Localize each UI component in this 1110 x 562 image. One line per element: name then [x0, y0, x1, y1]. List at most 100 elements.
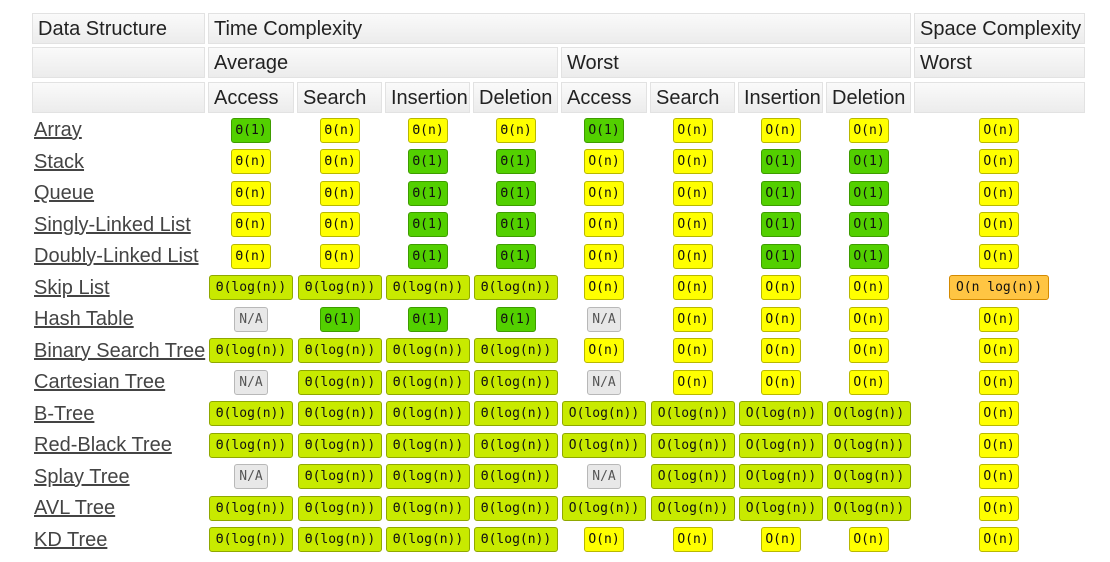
- header-worst: Worst: [561, 47, 911, 78]
- complexity-badge: Θ(log(n)): [474, 370, 558, 395]
- complexity-badge: O(n): [584, 212, 624, 237]
- structure-link-singly-linked-list[interactable]: Singly-Linked List: [34, 213, 191, 236]
- complexity-badge: O(n): [849, 275, 889, 300]
- complexity-badge: Θ(1): [408, 149, 448, 174]
- complexity-badge: Θ(log(n)): [209, 433, 293, 458]
- complexity-badge: Θ(log(n)): [298, 527, 382, 552]
- complexity-badge: Θ(1): [496, 244, 536, 269]
- structure-link-red-black-tree[interactable]: Red-Black Tree: [34, 434, 172, 456]
- complexity-badge: O(1): [849, 181, 889, 206]
- complexity-badge: O(n): [673, 244, 713, 269]
- header-blank-row2: [32, 47, 205, 78]
- complexity-badge: Θ(n): [320, 118, 360, 143]
- complexity-badge: Θ(log(n)): [386, 433, 470, 458]
- complexity-badge: N/A: [587, 464, 621, 489]
- complexity-badge: Θ(log(n)): [386, 338, 470, 363]
- structure-link-b-tree[interactable]: B-Tree: [34, 402, 95, 425]
- complexity-badge: Θ(n): [320, 181, 360, 206]
- structure-link-avl-tree[interactable]: AVL Tree: [34, 497, 116, 519]
- complexity-badge: O(n): [849, 527, 889, 552]
- complexity-badge: Θ(log(n)): [209, 527, 293, 552]
- complexity-badge: Θ(n): [320, 149, 360, 174]
- complexity-badge: O(n): [979, 244, 1019, 269]
- complexity-badge: O(log(n)): [827, 496, 911, 521]
- complexity-badge: O(n): [761, 307, 801, 332]
- complexity-badge: Θ(log(n)): [298, 464, 382, 489]
- col-header-avg-access: Access: [208, 82, 294, 113]
- structure-link-doubly-linked-list[interactable]: Doubly-Linked List: [34, 245, 199, 267]
- complexity-badge: O(n): [979, 307, 1019, 332]
- structure-link-binary-search-tree[interactable]: Binary Search Tree: [34, 339, 206, 362]
- complexity-badge: O(n): [673, 118, 713, 143]
- complexity-badge: O(n): [849, 307, 889, 332]
- structure-link-hash-table[interactable]: Hash Table: [34, 308, 134, 330]
- col-header-worst-deletion: Deletion: [826, 82, 911, 113]
- complexity-badge: O(n): [979, 118, 1019, 143]
- complexity-badge: O(n): [584, 181, 624, 206]
- complexity-badge: Θ(log(n)): [386, 275, 470, 300]
- col-header-avg-insertion: Insertion: [385, 82, 470, 113]
- complexity-badge: Θ(log(n)): [386, 496, 470, 521]
- complexity-badge: O(n): [979, 464, 1019, 489]
- complexity-badge: Θ(n): [320, 244, 360, 269]
- col-header-avg-deletion: Deletion: [473, 82, 558, 113]
- structure-link-splay-tree[interactable]: Splay Tree: [34, 465, 130, 488]
- complexity-badge: O(n): [673, 275, 713, 300]
- complexity-badge: O(n): [673, 181, 713, 206]
- complexity-badge: O(n): [849, 118, 889, 143]
- complexity-badge: Θ(n): [231, 212, 271, 237]
- complexity-badge: O(n): [673, 370, 713, 395]
- complexity-badge: Θ(1): [320, 307, 360, 332]
- structure-link-queue[interactable]: Queue: [34, 182, 95, 204]
- complexity-badge: O(n): [979, 401, 1019, 426]
- structure-link-skip-list[interactable]: Skip List: [34, 276, 110, 299]
- complexity-badge: O(n): [584, 244, 624, 269]
- complexity-badge: O(n): [584, 275, 624, 300]
- complexity-badge: O(n): [979, 181, 1019, 206]
- complexity-badge: Θ(log(n)): [386, 370, 470, 395]
- complexity-badge: N/A: [234, 464, 268, 489]
- complexity-badge: O(1): [849, 149, 889, 174]
- complexity-badge: N/A: [234, 307, 268, 332]
- complexity-badge: Θ(log(n)): [209, 496, 293, 521]
- header-time-complexity: Time Complexity: [208, 13, 911, 44]
- complexity-badge: O(log(n)): [562, 401, 646, 426]
- structure-link-cartesian-tree[interactable]: Cartesian Tree: [34, 371, 166, 393]
- complexity-badge: Θ(n): [320, 212, 360, 237]
- complexity-badge: O(n): [584, 149, 624, 174]
- complexity-badge: N/A: [587, 370, 621, 395]
- col-header-worst-search: Search: [650, 82, 735, 113]
- structure-link-kd-tree[interactable]: KD Tree: [34, 528, 108, 551]
- header-blank-row3: [32, 82, 205, 113]
- complexity-badge: O(n): [673, 338, 713, 363]
- complexity-badge: Θ(log(n)): [298, 496, 382, 521]
- complexity-badge: Θ(log(n)): [209, 275, 293, 300]
- complexity-badge: O(n): [979, 496, 1019, 521]
- complexity-badge: Θ(1): [408, 212, 448, 237]
- complexity-badge: O(log(n)): [651, 496, 735, 521]
- complexity-badge: O(1): [761, 181, 801, 206]
- complexity-badge: O(log(n)): [562, 433, 646, 458]
- complexity-badge: Θ(log(n)): [474, 464, 558, 489]
- complexity-badge: Θ(log(n)): [298, 338, 382, 363]
- complexity-badge: O(n): [979, 338, 1019, 363]
- structure-link-array[interactable]: Array: [34, 119, 82, 141]
- complexity-badge: Θ(n): [408, 118, 448, 143]
- complexity-badge: O(n): [673, 149, 713, 174]
- complexity-badge: O(n): [584, 527, 624, 552]
- complexity-badge: Θ(1): [496, 212, 536, 237]
- structure-link-stack[interactable]: Stack: [34, 150, 85, 173]
- complexity-badge: Θ(log(n)): [298, 370, 382, 395]
- complexity-badge: Θ(1): [496, 149, 536, 174]
- complexity-badge: O(n): [979, 433, 1019, 458]
- complexity-badge: Θ(1): [496, 181, 536, 206]
- complexity-badge: Θ(log(n)): [474, 527, 558, 552]
- complexity-badge: O(1): [584, 118, 624, 143]
- header-average: Average: [208, 47, 558, 78]
- complexity-badge: O(log(n)): [739, 496, 823, 521]
- complexity-badge: O(n log(n)): [949, 275, 1049, 300]
- complexity-badge: O(n): [673, 212, 713, 237]
- complexity-badge: Θ(log(n)): [474, 338, 558, 363]
- complexity-badge: O(n): [761, 370, 801, 395]
